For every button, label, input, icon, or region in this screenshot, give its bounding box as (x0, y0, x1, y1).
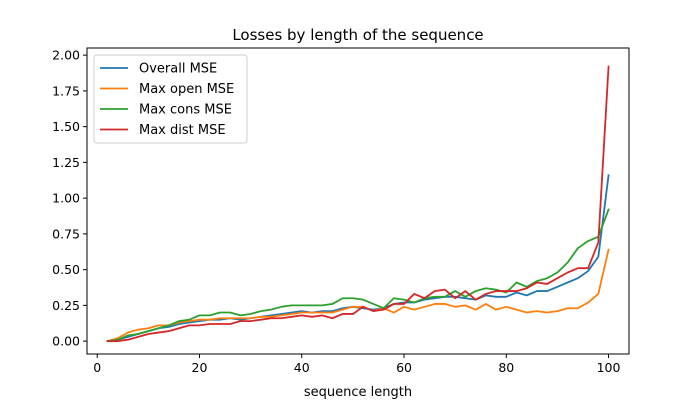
y-tick-label: 0.25 (52, 298, 80, 313)
series-line-2 (106, 248, 610, 343)
chart-title: Losses by length of the sequence (232, 26, 483, 44)
legend-label: Max cons MSE (139, 103, 232, 118)
y-tick-label: 1.25 (52, 155, 80, 170)
series-line-4 (106, 65, 610, 343)
y-tick-label: 0.75 (52, 226, 80, 241)
y-tick-label: 0.50 (52, 262, 80, 277)
y-tick-label: 1.00 (52, 191, 80, 206)
x-axis: 0 20 40 60 80 100 (93, 354, 621, 375)
y-tick-label: 1.50 (52, 119, 80, 134)
x-tick-label: 40 (294, 360, 310, 375)
legend-label: Overall MSE (139, 62, 217, 77)
series-layer (106, 65, 610, 343)
x-axis-title: sequence length (304, 385, 412, 400)
series-line-3 (106, 208, 610, 343)
y-tick-label: 1.75 (52, 83, 80, 98)
legend-label: Max open MSE (139, 82, 234, 97)
y-tick-label: 0.00 (52, 334, 80, 349)
plot-frame (86, 47, 630, 355)
x-tick-label: 0 (93, 360, 101, 375)
x-tick-label: 80 (498, 360, 514, 375)
y-tick-label: 2.00 (52, 48, 80, 63)
x-tick-label: 100 (597, 360, 621, 375)
y-axis: 0.00 0.25 0.50 0.75 1.00 1.25 1.50 1.75 2.00 (52, 48, 87, 349)
legend-frame (93, 54, 248, 144)
x-tick-label: 20 (192, 360, 208, 375)
x-tick-label: 60 (396, 360, 412, 375)
legend-label: Max dist MSE (139, 123, 226, 138)
legend: Overall MSE Max open MSE Max cons MSE Max d… (93, 54, 248, 144)
